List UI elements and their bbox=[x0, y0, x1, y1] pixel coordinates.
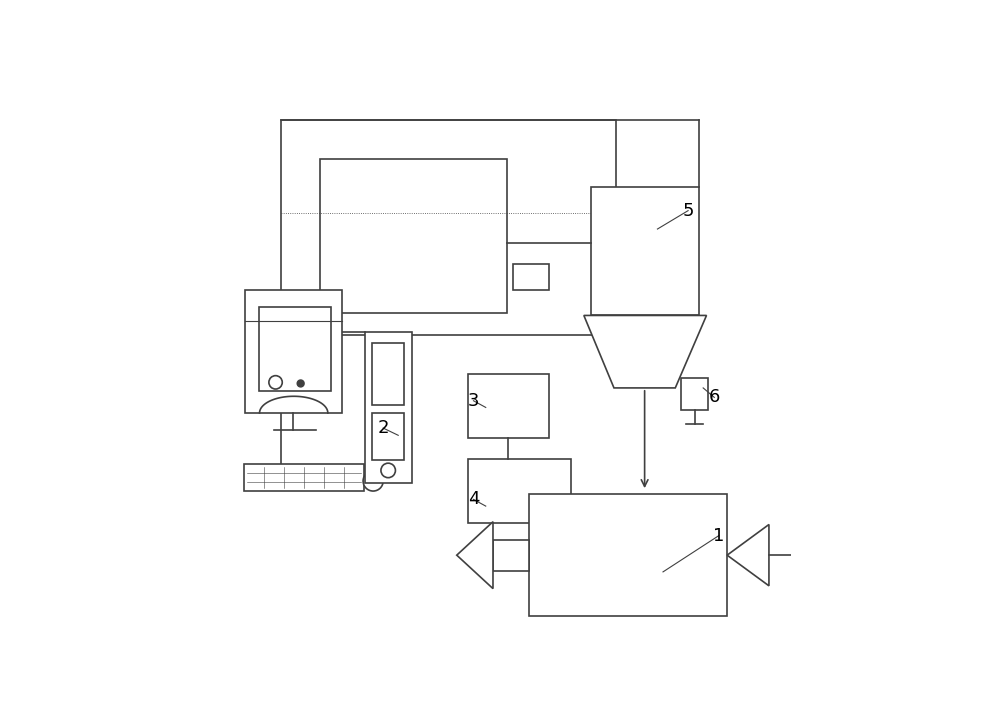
Bar bbox=[468, 374, 549, 438]
Bar bbox=[259, 307, 331, 391]
Bar bbox=[245, 290, 342, 413]
Text: 3: 3 bbox=[468, 392, 479, 410]
Bar bbox=[591, 188, 699, 316]
Bar bbox=[365, 332, 412, 483]
Circle shape bbox=[269, 376, 282, 389]
Polygon shape bbox=[727, 524, 769, 586]
Bar bbox=[372, 413, 404, 460]
Text: 1: 1 bbox=[713, 526, 724, 544]
Text: 4: 4 bbox=[468, 490, 479, 508]
Bar bbox=[529, 494, 727, 617]
Bar bbox=[281, 120, 616, 335]
Bar bbox=[512, 264, 549, 290]
Bar bbox=[244, 464, 364, 491]
Bar bbox=[372, 343, 404, 405]
Bar bbox=[320, 159, 507, 313]
Text: 2: 2 bbox=[377, 419, 389, 437]
Text: 5: 5 bbox=[682, 202, 694, 219]
Circle shape bbox=[363, 471, 383, 491]
Circle shape bbox=[381, 463, 395, 478]
Bar bbox=[681, 378, 708, 411]
Bar bbox=[493, 539, 529, 571]
Polygon shape bbox=[457, 522, 493, 589]
Polygon shape bbox=[584, 316, 707, 388]
Text: 6: 6 bbox=[709, 388, 720, 406]
Circle shape bbox=[297, 380, 304, 387]
Bar bbox=[468, 459, 571, 523]
